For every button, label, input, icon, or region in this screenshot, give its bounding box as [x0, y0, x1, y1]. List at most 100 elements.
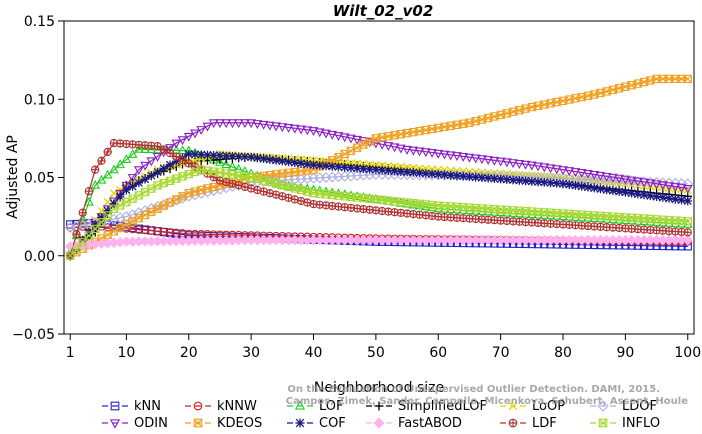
point-ldf	[184, 159, 193, 168]
point-cof	[508, 175, 518, 185]
point-cof	[215, 151, 225, 160]
point-odin	[676, 184, 687, 193]
point-lof	[115, 159, 126, 169]
point-odin	[208, 119, 219, 129]
point-odin	[564, 167, 575, 177]
point-cof	[384, 166, 393, 175]
legend-marker	[109, 419, 121, 429]
point-cof	[496, 174, 505, 184]
x-tick-label: 60	[429, 345, 447, 361]
point-ldf	[396, 208, 405, 218]
x-tick-label: 20	[180, 345, 198, 361]
point-knnw	[103, 222, 112, 232]
point-odin	[433, 149, 444, 159]
point-odin	[626, 176, 637, 186]
point-odin	[495, 157, 506, 167]
legend-marker	[295, 418, 305, 428]
point-odin	[420, 148, 431, 158]
point-lof	[90, 179, 101, 189]
point-cof	[402, 167, 412, 177]
point-cof	[596, 184, 605, 194]
point-cof	[515, 176, 524, 185]
point-cof	[277, 156, 287, 166]
point-odin	[233, 119, 244, 129]
point-cof	[415, 168, 424, 178]
point-odin	[589, 170, 600, 180]
point-odin	[308, 127, 319, 137]
legend-label: SimplifiedLOF	[398, 399, 487, 414]
point-odin	[240, 119, 250, 129]
point-cof	[234, 152, 243, 161]
point-odin	[558, 166, 568, 176]
point-lof	[96, 174, 107, 184]
point-lof	[364, 193, 375, 202]
point-cof	[477, 173, 487, 182]
point-odin	[651, 180, 662, 190]
x-tick-label: 100	[674, 345, 701, 361]
legend-label: LDF	[532, 416, 557, 431]
legend-marker	[110, 401, 120, 411]
legend-label: FastABOD	[398, 416, 462, 431]
x-tick-label: 30	[242, 345, 260, 361]
x-axis-label: Neighborhood size	[314, 380, 444, 396]
point-cof	[602, 185, 611, 195]
point-cof	[552, 178, 562, 188]
point-cof	[571, 181, 580, 190]
point-odin	[483, 156, 494, 165]
x-tick-label: 50	[367, 345, 385, 361]
point-odin	[177, 136, 188, 146]
point-odin	[551, 165, 562, 175]
point-cof	[103, 206, 112, 215]
point-cof	[670, 194, 680, 204]
point-odin	[508, 159, 518, 169]
point-cof	[165, 160, 175, 170]
legend-marker	[294, 400, 306, 410]
point-cof	[408, 168, 418, 177]
point-cof	[627, 188, 636, 198]
point-cof	[621, 188, 630, 197]
point-odin	[127, 174, 138, 183]
point-knnw	[153, 227, 162, 236]
point-odin	[321, 129, 331, 139]
point-odin	[296, 125, 306, 135]
point-cof	[558, 179, 568, 189]
point-cof	[539, 178, 549, 187]
point-cof	[265, 155, 275, 164]
point-cof	[589, 183, 599, 193]
y-tick-label: 0.15	[24, 14, 55, 30]
point-lof	[109, 164, 119, 174]
point-odin	[246, 119, 257, 129]
point-knnw	[159, 227, 168, 236]
y-axis-label: Adjusted AP	[5, 135, 21, 219]
point-lof	[102, 169, 113, 179]
point-odin	[264, 121, 275, 131]
point-ldf	[683, 228, 692, 237]
point-knnw	[140, 226, 150, 235]
x-tick-label: 1	[66, 345, 75, 361]
point-odin	[632, 177, 643, 187]
point-cof	[159, 164, 169, 173]
point-lof	[215, 156, 225, 166]
point-odin	[289, 124, 300, 134]
point-cof	[527, 177, 537, 186]
point-odin	[227, 119, 238, 129]
point-cof	[196, 150, 206, 159]
point-odin	[520, 160, 531, 170]
point-cof	[583, 182, 593, 192]
legend-label: LoOP	[532, 399, 565, 414]
point-cof	[340, 163, 350, 172]
point-odin	[501, 158, 512, 168]
point-cof	[284, 157, 293, 167]
x-tick-label: 90	[616, 345, 634, 361]
point-lof	[133, 143, 144, 153]
point-cof	[371, 165, 381, 174]
point-odin	[620, 175, 631, 185]
point-cof	[390, 166, 399, 176]
point-cof	[421, 169, 431, 178]
series-layer	[64, 74, 694, 262]
point-ldf	[78, 208, 87, 217]
point-odin	[133, 166, 144, 176]
point-cof	[209, 150, 219, 160]
point-cof	[639, 190, 649, 200]
